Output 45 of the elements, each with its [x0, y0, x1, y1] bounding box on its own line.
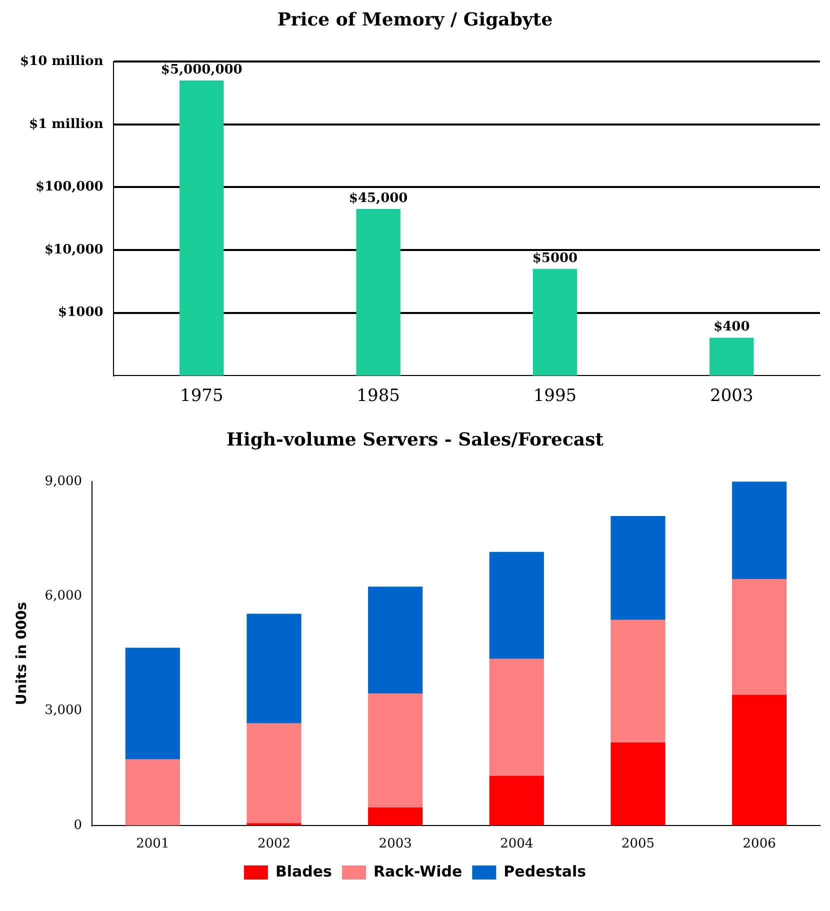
bar — [732, 579, 787, 695]
x-tick-label: 1975 — [180, 386, 224, 406]
x-tick-label: 2004 — [500, 836, 534, 852]
bar — [125, 648, 180, 760]
chart-title: High-volume Servers - Sales/Forecast — [226, 429, 604, 450]
bar — [489, 552, 544, 659]
x-tick-label: 2001 — [136, 836, 170, 852]
bar — [368, 807, 423, 826]
y-axis-title: Units in 000s — [14, 602, 30, 706]
bar — [610, 516, 666, 620]
legend-label: Rack-Wide — [373, 862, 462, 880]
bar — [610, 620, 666, 743]
y-tick-label: $1 million — [29, 116, 104, 132]
legend-label: Pedestals — [504, 862, 586, 880]
bar — [610, 742, 666, 826]
bar — [489, 776, 544, 826]
bar — [368, 694, 423, 808]
data-label: $45,000 — [348, 190, 408, 206]
x-tick-label: 2002 — [257, 836, 291, 852]
x-tick-label: 2003 — [378, 836, 412, 852]
y-tick-label: 3,000 — [44, 703, 82, 718]
y-tick-label: 9,000 — [44, 474, 82, 489]
data-label: $5000 — [532, 250, 578, 266]
x-tick-label: 2006 — [742, 836, 776, 852]
y-tick-label: 6,000 — [44, 588, 82, 604]
legend-label: Blades — [275, 862, 332, 880]
data-label: $400 — [714, 320, 750, 335]
bar — [732, 482, 787, 580]
x-tick-label: 1985 — [356, 386, 400, 406]
x-tick-label: 2003 — [710, 386, 754, 406]
y-tick-label: $1000 — [58, 305, 104, 320]
bar — [732, 694, 787, 826]
y-tick-label: $10,000 — [44, 242, 104, 258]
bar — [368, 586, 423, 694]
bar — [489, 658, 544, 776]
bar — [246, 723, 302, 824]
bar — [125, 759, 180, 826]
y-tick-label: $100,000 — [35, 180, 104, 195]
bar — [246, 614, 302, 724]
x-tick-label: 2005 — [621, 836, 655, 852]
chart-title: Price of Memory / Gigabyte — [277, 9, 553, 30]
y-tick-label: 0 — [74, 818, 82, 833]
y-tick-label: $10 million — [20, 54, 104, 69]
x-tick-label: 1995 — [533, 386, 577, 406]
data-label: $5,000,000 — [160, 62, 242, 78]
